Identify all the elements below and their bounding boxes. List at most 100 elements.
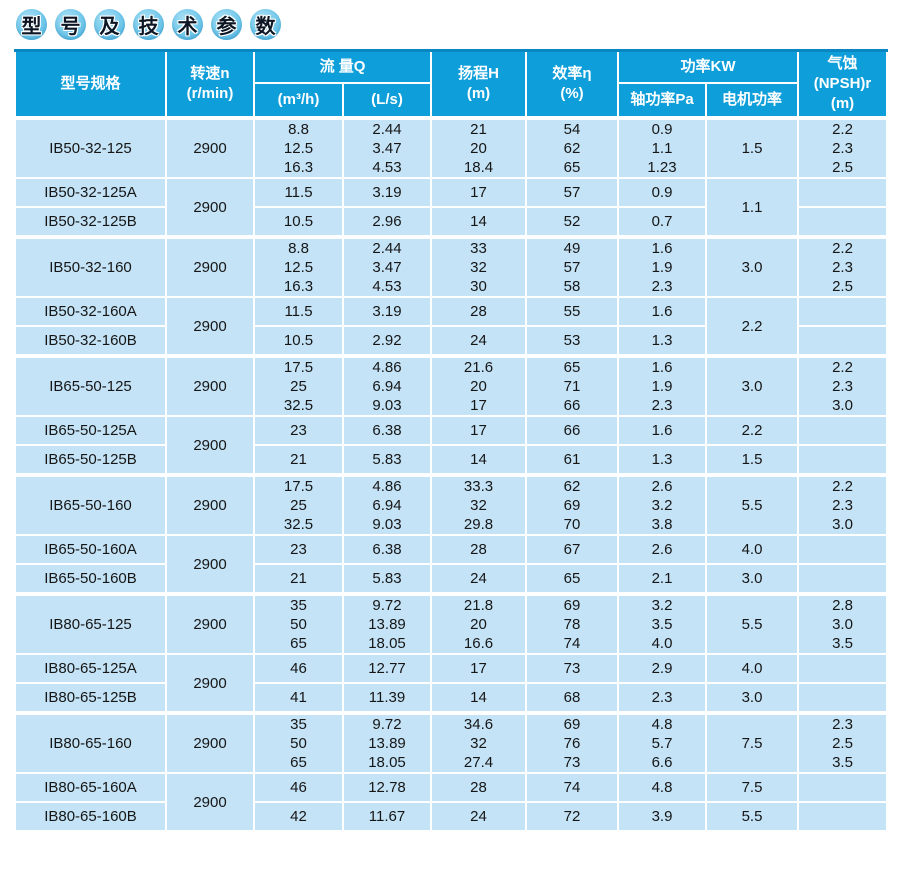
header-row-1: 型号规格 转速n (r/min) 流 量Q 扬程H (m) 效率η (%) 功率…	[14, 49, 888, 119]
cell-motor-power: 4.0	[705, 653, 799, 684]
cell-model: IB50-32-125B	[14, 206, 167, 238]
cell-motor-power: 2.2	[705, 415, 799, 446]
cell-npsh	[797, 534, 888, 565]
cell-flow-ls: 2.92	[342, 325, 432, 357]
header-motor-power: 电机功率	[705, 82, 799, 119]
cell-head: 24	[430, 325, 527, 357]
cell-flow-m3h: 11.5	[253, 296, 344, 327]
cell-motor-power: 3.0	[705, 235, 799, 298]
table-row: IB80-65-125A 2900 46 12.77 17 73 2.9 4.0	[14, 653, 888, 714]
cell-npsh: 2.8 3.0 3.5	[797, 592, 888, 655]
cell-speed: 2900	[165, 177, 255, 238]
spec-table: 型号规格 转速n (r/min) 流 量Q 扬程H (m) 效率η (%) 功率…	[14, 49, 888, 832]
table-row: IB65-50-160A 2900 23 6.38 28 67 2.6 4.0	[14, 534, 888, 595]
cell-speed: 2900	[165, 653, 255, 714]
cell-shaft-power: 1.3	[617, 325, 707, 357]
cell-model: IB50-32-125	[14, 116, 167, 179]
cell-head: 14	[430, 206, 527, 238]
cell-flow-m3h: 41	[253, 682, 344, 714]
cell-npsh: 2.2 2.3 2.5	[797, 235, 888, 298]
cell-head: 21 20 18.4	[430, 116, 527, 179]
cell-head: 24	[430, 563, 527, 595]
cell-npsh	[797, 296, 888, 327]
cell-head: 14	[430, 682, 527, 714]
cell-flow-m3h: 17.5 25 32.5	[253, 354, 344, 417]
cell-model: IB80-65-125B	[14, 682, 167, 714]
cell-model: IB80-65-125A	[14, 653, 167, 684]
cell-flow-m3h: 8.8 12.5 16.3	[253, 116, 344, 179]
cell-flow-ls: 3.19	[342, 296, 432, 327]
cell-efficiency: 73	[525, 653, 619, 684]
cell-flow-ls: 11.67	[342, 801, 432, 832]
cell-npsh	[797, 206, 888, 238]
cell-efficiency: 74	[525, 772, 619, 803]
cell-npsh	[797, 325, 888, 357]
cell-speed: 2900	[165, 415, 255, 476]
cell-flow-m3h: 10.5	[253, 325, 344, 357]
cell-speed: 2900	[165, 711, 255, 774]
header-flow-m3h: (m³/h)	[253, 82, 344, 119]
cell-head: 21.8 20 16.6	[430, 592, 527, 655]
cell-speed: 2900	[165, 296, 255, 357]
cell-shaft-power: 3.2 3.5 4.0	[617, 592, 707, 655]
cell-motor-power: 1.5	[705, 444, 799, 476]
cell-shaft-power: 2.6	[617, 534, 707, 565]
cell-efficiency: 69 78 74	[525, 592, 619, 655]
table-row: IB50-32-160A 2900 11.5 3.19 28 55 1.6 2.2	[14, 296, 888, 357]
cell-npsh	[797, 653, 888, 684]
cell-model: IB50-32-125A	[14, 177, 167, 208]
cell-flow-ls: 11.39	[342, 682, 432, 714]
cell-shaft-power: 1.6 1.9 2.3	[617, 235, 707, 298]
table-row: IB80-65-160 2900 35 50 65 9.72 13.89 18.05 3…	[14, 711, 888, 774]
table-row: IB65-50-125A 2900 23 6.38 17 66 1.6 2.2	[14, 415, 888, 476]
table-row: IB50-32-125B 10.5 2.96 14 52 0.7	[14, 206, 888, 238]
cell-model: IB80-65-160B	[14, 801, 167, 832]
cell-npsh: 2.2 2.3 3.0	[797, 473, 888, 536]
cell-motor-power: 5.5	[705, 473, 799, 536]
cell-efficiency: 69 76 73	[525, 711, 619, 774]
cell-efficiency: 55	[525, 296, 619, 327]
cell-flow-ls: 5.83	[342, 563, 432, 595]
cell-speed: 2900	[165, 772, 255, 832]
cell-flow-m3h: 35 50 65	[253, 592, 344, 655]
cell-flow-m3h: 21	[253, 444, 344, 476]
title-char-circle: 型	[16, 8, 47, 40]
cell-npsh	[797, 415, 888, 446]
cell-flow-m3h: 8.8 12.5 16.3	[253, 235, 344, 298]
cell-shaft-power: 2.9	[617, 653, 707, 684]
cell-motor-power: 3.0	[705, 682, 799, 714]
cell-shaft-power: 4.8	[617, 772, 707, 803]
title-char-circle: 号	[55, 8, 86, 40]
table-row: IB80-65-125 2900 35 50 65 9.72 13.89 18.05 2…	[14, 592, 888, 655]
cell-head: 21.6 20 17	[430, 354, 527, 417]
cell-flow-m3h: 35 50 65	[253, 711, 344, 774]
title-char-circle: 参	[211, 8, 242, 40]
cell-model: IB80-65-125	[14, 592, 167, 655]
table-row: IB65-50-160B 21 5.83 24 65 2.1 3.0	[14, 563, 888, 595]
cell-flow-ls: 9.72 13.89 18.05	[342, 592, 432, 655]
cell-shaft-power: 3.9	[617, 801, 707, 832]
cell-efficiency: 67	[525, 534, 619, 565]
cell-head: 28	[430, 534, 527, 565]
cell-efficiency: 66	[525, 415, 619, 446]
cell-motor-power: 3.0	[705, 563, 799, 595]
cell-speed: 2900	[165, 354, 255, 417]
header-efficiency: 效率η (%)	[525, 49, 619, 119]
cell-npsh	[797, 772, 888, 803]
cell-shaft-power: 0.9 1.1 1.23	[617, 116, 707, 179]
cell-flow-ls: 2.44 3.47 4.53	[342, 235, 432, 298]
title-char-circle: 术	[172, 8, 203, 40]
cell-npsh: 2.2 2.3 3.0	[797, 354, 888, 417]
header-power: 功率KW	[617, 49, 799, 85]
cell-flow-ls: 6.38	[342, 534, 432, 565]
cell-speed: 2900	[165, 473, 255, 536]
cell-efficiency: 62 69 70	[525, 473, 619, 536]
cell-efficiency: 65	[525, 563, 619, 595]
cell-flow-ls: 3.19	[342, 177, 432, 208]
page-title: 型号及技术参数	[0, 0, 900, 43]
cell-flow-ls: 6.38	[342, 415, 432, 446]
cell-flow-ls: 4.86 6.94 9.03	[342, 354, 432, 417]
cell-flow-m3h: 23	[253, 534, 344, 565]
cell-head: 28	[430, 296, 527, 327]
cell-shaft-power: 2.1	[617, 563, 707, 595]
